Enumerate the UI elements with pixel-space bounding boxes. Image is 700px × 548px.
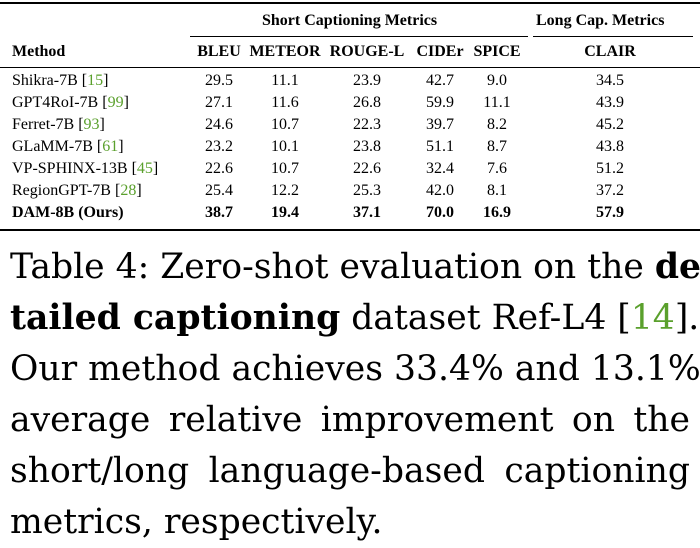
rouge-l-cell: 22.3 [353,116,381,133]
bleu-cell: 27.1 [205,94,233,111]
clair-cell: 37.2 [596,182,624,199]
meteor-cell: 10.1 [271,138,299,155]
caption-line: short/long language-based captioning [10,451,690,491]
rouge-l-cell: 25.3 [353,182,381,199]
rouge-l-cell: 22.6 [353,160,381,177]
clair-cell: 43.8 [596,138,624,155]
table-row: RegionGPT-7B [28] 25.4 12.2 25.3 42.0 8.… [0,182,700,204]
table-row: VP-SPHINX-13B [45] 22.6 10.7 22.6 32.4 7… [0,160,700,182]
table-bottom-rule [0,229,700,231]
citation-link[interactable]: 14 [630,298,675,338]
header-bottom-rule [0,67,700,68]
short-metrics-group-header: Short Captioning Metrics [262,12,438,29]
table-row: Ferret-7B [93] 24.6 10.7 22.3 39.7 8.2 4… [0,116,700,138]
table-row-ours: DAM-8B (Ours) 38.7 19.4 37.1 70.0 16.9 5… [0,204,700,226]
column-header-method: Method [12,43,66,60]
spice-cell: 8.2 [487,116,507,133]
table-top-rule [0,2,700,4]
citation-link[interactable]: 99 [107,94,124,111]
caption-line: average relative improvement on the [10,400,690,440]
cider-cell: 39.7 [426,116,454,133]
column-header-meteor: METEOR [249,43,321,60]
cider-cell: 70.0 [426,204,454,221]
cider-cell: 32.4 [426,160,454,177]
column-header-cider: CIDEr [416,43,464,60]
column-header-clair: CLAIR [584,43,636,60]
bleu-cell: 29.5 [205,72,233,89]
spice-cell: 9.0 [487,72,507,89]
caption-line: Table 4: Zero-shot evaluation on the de- [10,247,700,287]
spice-cell: 16.9 [483,204,511,221]
table-caption: Table 4: Zero-shot evaluation on the de-… [10,242,700,548]
bleu-cell: 25.4 [205,182,233,199]
results-table: Short Captioning Metrics Long Cap. Metri… [0,0,700,232]
method-cell: GPT4RoI-7B [99] [12,94,129,111]
clair-cell: 34.5 [596,72,624,89]
rouge-l-cell: 37.1 [353,204,381,221]
meteor-cell: 12.2 [271,182,299,199]
cider-cell: 51.1 [426,138,454,155]
meteor-cell: 10.7 [271,160,299,177]
table-row: GPT4RoI-7B [99] 27.1 11.6 26.8 59.9 11.1… [0,94,700,116]
caption-line: tailed captioning dataset Ref-L4 [14]. [10,298,700,338]
column-header-rouge-l: ROUGE-L [329,43,405,60]
meteor-cell: 11.6 [271,94,299,111]
cider-cell: 42.7 [426,72,454,89]
long-metrics-group-header: Long Cap. Metrics [536,12,665,29]
method-cell: RegionGPT-7B [28] [12,182,142,199]
spice-cell: 7.6 [487,160,507,177]
citation-link[interactable]: 28 [120,182,137,199]
bleu-cell: 23.2 [205,138,233,155]
table-row: GLaMM-7B [61] 23.2 10.1 23.8 51.1 8.7 43… [0,138,700,160]
citation-link[interactable]: 61 [102,138,119,155]
clair-cell: 51.2 [596,160,624,177]
meteor-cell: 11.1 [271,72,299,89]
caption-line: metrics, respectively. [10,502,383,542]
bleu-cell: 24.6 [205,116,233,133]
clair-cell: 43.9 [596,94,624,111]
short-metrics-group-rule [190,36,528,37]
cider-cell: 42.0 [426,182,454,199]
bleu-cell: 38.7 [205,204,233,221]
method-cell: Ferret-7B [93] [12,116,105,133]
meteor-cell: 19.4 [271,204,299,221]
citation-link[interactable]: 93 [83,116,100,133]
citation-link[interactable]: 15 [87,72,104,89]
clair-cell: 57.9 [596,204,624,221]
spice-cell: 8.1 [487,182,507,199]
meteor-cell: 10.7 [271,116,299,133]
citation-link[interactable]: 45 [136,160,153,177]
rouge-l-cell: 23.9 [353,72,381,89]
column-header-spice: SPICE [473,43,521,60]
caption-line: Our method achieves 33.4% and 13.1% [10,349,700,389]
bleu-cell: 22.6 [205,160,233,177]
spice-cell: 11.1 [483,94,511,111]
method-cell: GLaMM-7B [61] [12,138,124,155]
long-metrics-group-rule [533,36,693,37]
method-cell: DAM-8B (Ours) [12,204,124,221]
method-cell: VP-SPHINX-13B [45] [12,160,159,177]
clair-cell: 45.2 [596,116,624,133]
cider-cell: 59.9 [426,94,454,111]
rouge-l-cell: 23.8 [353,138,381,155]
table-row: Shikra-7B [15] 29.5 11.1 23.9 42.7 9.0 3… [0,72,700,94]
spice-cell: 8.7 [487,138,507,155]
method-cell: Shikra-7B [15] [12,72,109,89]
rouge-l-cell: 26.8 [353,94,381,111]
column-header-bleu: BLEU [197,43,241,60]
